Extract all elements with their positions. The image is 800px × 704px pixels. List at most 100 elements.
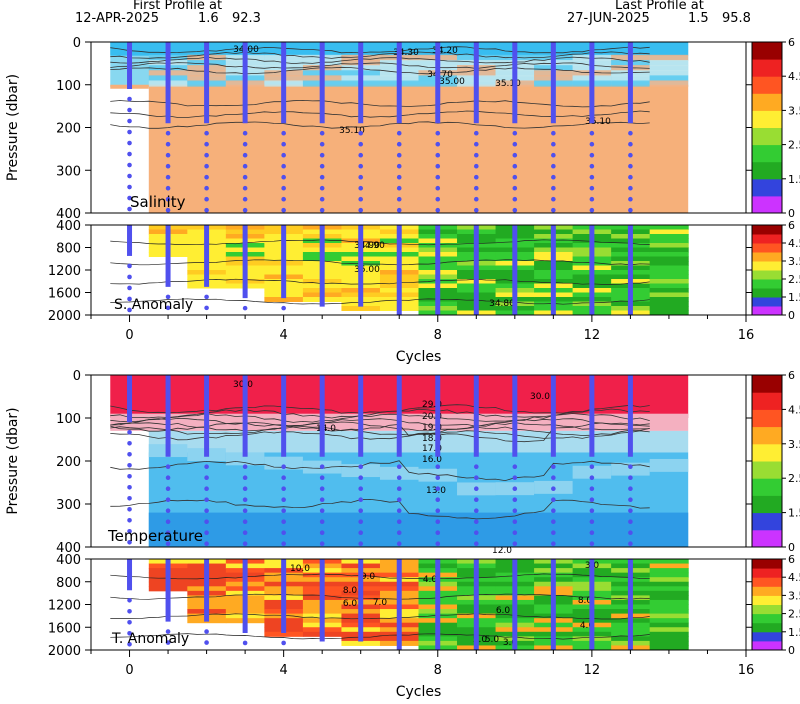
temperature-profile-point	[165, 464, 171, 470]
salinity-colorbar-swatch	[752, 178, 782, 197]
temperature-profile-point	[242, 464, 248, 470]
temperature-profile-point	[127, 485, 132, 490]
salinity-profile-point	[165, 207, 171, 213]
salinity-deep-fill	[148, 84, 689, 213]
salinity-colorbar-swatch	[752, 195, 782, 214]
salinity-contour-line	[110, 110, 650, 118]
salinity-anomaly-colorbar-swatch	[752, 252, 782, 262]
temperature-anomaly-profile-point	[127, 608, 132, 614]
salinity-ytick-label: 100	[56, 79, 81, 94]
salinity-anomaly-colorbar-swatch	[752, 243, 782, 253]
salinity-profile-point	[165, 141, 171, 147]
[object SVGGElement]-contour-label: 14.0	[316, 424, 336, 434]
last-profile-lon: 1.5	[688, 11, 709, 26]
temperature-xtick-label: 0	[125, 663, 133, 678]
[object SVGGElement]-contour-label: 18.0	[422, 434, 442, 444]
[object SVGGElement]-contour-label: 16.0	[422, 455, 442, 465]
salinity-anomaly-colorbar-tick-label: 4.5	[788, 237, 800, 250]
salinity-profile-point	[165, 152, 171, 158]
salinity-profile-point	[127, 206, 132, 212]
temperature-profile-point	[127, 507, 132, 512]
salinity-colorbar-tick-label: 0	[788, 207, 795, 220]
first-profile-lon: 1.6	[198, 11, 219, 26]
temperature-profile-point	[473, 508, 479, 513]
temperature-profile-point	[165, 530, 171, 535]
temperature-cell	[264, 456, 303, 470]
temperature-profile-point	[628, 497, 633, 503]
salinity-profile-point	[165, 174, 171, 180]
temperature-profile-point	[396, 519, 402, 524]
temperature-colorbar-swatch	[752, 495, 782, 514]
temperature-profile-point	[165, 519, 171, 524]
temperature-anomaly-cell	[264, 631, 304, 637]
salinity-profile-point	[435, 185, 441, 191]
temperature-profile-point	[435, 486, 441, 492]
temperature-profile-point	[473, 530, 479, 535]
temperature-colorbar-tick-label: 4.5	[788, 403, 800, 416]
temperature-anomaly-profile-point	[281, 640, 286, 646]
salinity-colorbar-tick-label: 6	[788, 36, 795, 49]
temperature-profile-point	[396, 486, 402, 492]
salinity-anomaly-cell	[649, 234, 689, 239]
temperature-profile-point	[396, 475, 402, 481]
temperature-profile-point	[165, 486, 171, 492]
salinity-profile-point	[551, 207, 556, 213]
salinity-profile-point	[281, 185, 286, 191]
salinity-profile-point	[165, 163, 171, 169]
temperature-anomaly-colorbar-tick-label: 3.5	[788, 589, 800, 602]
temperature-cell	[611, 462, 650, 476]
salinity-profile-point	[204, 185, 209, 191]
salinity-anomaly-contour-line	[110, 259, 650, 266]
salinity-profile-point	[473, 163, 479, 169]
temperature-profile-point	[242, 475, 248, 481]
salinity-profile-point	[165, 185, 171, 191]
salinity-profile-point	[628, 174, 633, 180]
last-profile-label: Last Profile at	[615, 0, 704, 13]
temperature-profile-point	[589, 486, 595, 492]
temperature-profile-point	[473, 541, 479, 546]
temperature-anomaly-cell	[649, 645, 689, 651]
temperature-anomaly-cell	[649, 572, 689, 578]
salinity-profile-point	[628, 196, 633, 202]
temperature-anomaly-contour-line	[110, 613, 650, 620]
salinity-profile-point	[589, 196, 595, 202]
salinity-profile-point	[319, 163, 325, 169]
temperature-profile-point	[512, 464, 518, 470]
salinity-profile-point	[358, 163, 364, 169]
salinity-profile-point	[551, 196, 556, 202]
salinity-profile-point	[204, 141, 209, 147]
salinity-anomaly-cell	[649, 301, 689, 307]
temperature-anomaly-colorbar-swatch	[752, 640, 782, 651]
temperature-anomaly-cell	[649, 631, 689, 637]
temperature-profile-point	[551, 497, 556, 503]
salinity-profile-point	[242, 152, 248, 158]
salinity-profile-point	[242, 130, 248, 136]
[object SVGGElement]-contour-label: 34.90	[354, 241, 380, 251]
temperature-ytick-label: 400	[56, 541, 81, 556]
temperature-profile-point	[204, 530, 209, 535]
salinity-anomaly-profile-point	[127, 296, 132, 302]
salinity-profile-point	[281, 152, 286, 158]
temperature-profile-point	[512, 475, 518, 481]
salinity-contour-line	[110, 62, 650, 69]
salinity-anomaly-colorbar-swatch	[752, 234, 782, 244]
[object SVGGElement]-contour-label: 13.0	[426, 486, 446, 496]
temperature-colorbar-swatch	[752, 375, 782, 393]
salinity-xtick-label: 4	[280, 328, 288, 343]
salinity-anomaly-colorbar-tick-label: 2.5	[788, 273, 800, 286]
salinity-cell	[649, 75, 689, 82]
salinity-anomaly-cell	[649, 247, 689, 253]
salinity-profile-point	[512, 163, 518, 169]
salinity-profile-point	[435, 130, 441, 136]
salinity-profile-point	[512, 185, 518, 191]
temperature-anomaly-ytick-label: 400	[56, 553, 81, 568]
salinity-profile-point	[512, 207, 518, 213]
temperature-profile-point	[242, 530, 248, 535]
temperature-xtick-label: 12	[584, 663, 601, 678]
temperature-profile-point	[435, 475, 441, 481]
salinity-anomaly-colorbar-frame	[751, 224, 783, 316]
salinity-anomaly-contour-line	[110, 278, 650, 285]
salinity-anomaly-profile-point	[127, 263, 132, 269]
temperature-anomaly-cell	[649, 595, 689, 601]
